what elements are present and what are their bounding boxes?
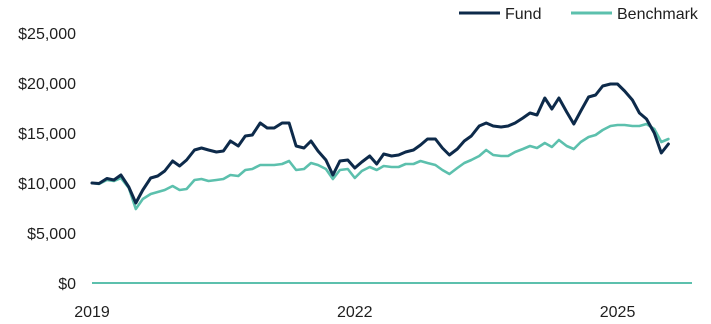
series-layer	[90, 82, 670, 211]
x-tick-label: 2019	[74, 304, 110, 321]
y-tick-label: $25,000	[18, 26, 76, 43]
y-tick-label: $0	[58, 276, 76, 293]
chart-legend: Fund Benchmark	[459, 6, 699, 23]
series-line-benchmark	[90, 122, 670, 211]
y-tick-label: $15,000	[18, 126, 76, 143]
legend-label-benchmark: Benchmark	[617, 6, 699, 23]
x-tick-label: 2022	[337, 304, 373, 321]
x-axis-ticks: 2019 2022 2025	[74, 304, 635, 321]
x-tick-label: 2025	[600, 304, 636, 321]
series-line-fund	[90, 82, 670, 205]
y-tick-label: $10,000	[18, 176, 76, 193]
y-tick-label: $5,000	[27, 226, 76, 243]
y-tick-label: $20,000	[18, 76, 76, 93]
y-axis-ticks: $0 $5,000 $10,000 $15,000 $20,000 $25,000	[18, 26, 76, 293]
legend-label-fund: Fund	[505, 6, 541, 23]
